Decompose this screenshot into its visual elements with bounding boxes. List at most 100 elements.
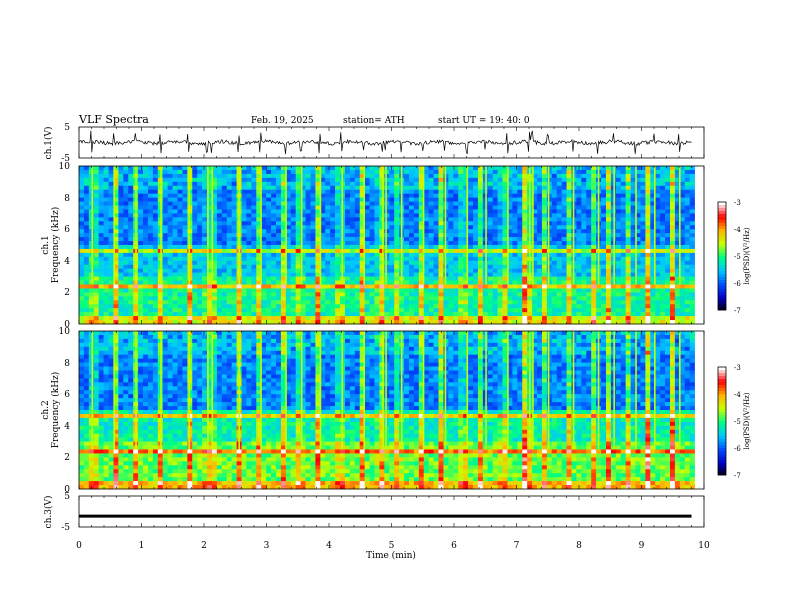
spectrogram-cell <box>428 256 434 262</box>
spectrogram-cell <box>645 268 651 273</box>
spectrogram-cell <box>532 252 538 258</box>
spectrogram-cell <box>320 276 326 281</box>
spectrogram-cell <box>522 292 528 297</box>
spectrogram-cell <box>256 304 262 309</box>
spectrogram-cell <box>108 193 114 198</box>
spectrogram-cell <box>285 264 292 269</box>
spectrogram-cell <box>492 272 498 277</box>
spectrogram-cell <box>384 237 390 242</box>
spectrogram-cell <box>423 217 429 222</box>
spectrogram-cell <box>635 245 641 250</box>
spectrogram-cell <box>566 229 572 234</box>
spectrogram-cell <box>231 193 237 198</box>
spectrogram-cell <box>216 280 223 285</box>
spectrogram-cell <box>354 166 361 171</box>
spectrogram-cell <box>192 284 198 289</box>
spectrogram-cell <box>187 300 193 305</box>
spectrogram-cell <box>216 221 223 226</box>
spectrogram-cell <box>152 304 159 309</box>
spectrogram-cell <box>556 320 562 325</box>
spectrogram-cell <box>635 300 641 305</box>
spectrogram-cell <box>147 256 154 262</box>
spectrogram-cell <box>517 205 523 210</box>
spectrogram-cell <box>187 296 193 301</box>
spectrogram-cell <box>413 217 420 222</box>
spectrogram-cell <box>502 166 508 171</box>
spectrogram-cell <box>325 312 331 317</box>
spectrogram-cell <box>226 252 232 258</box>
spectrogram-cell <box>325 193 331 198</box>
spectrogram-cell <box>103 312 109 317</box>
spectrogram-cell <box>330 221 336 226</box>
spectrogram-cell <box>374 256 380 262</box>
spectrogram-cell <box>532 181 538 187</box>
spectrogram-cell <box>103 237 109 242</box>
spectrogram-cell <box>670 264 676 269</box>
spectrogram-cell <box>207 264 213 269</box>
spectrogram-cell <box>379 264 385 269</box>
spectrogram-cell <box>650 217 656 222</box>
spectrogram-cell <box>605 189 612 194</box>
spectrogram-cell <box>679 292 686 297</box>
spectrogram-cell <box>394 264 400 269</box>
spectrogram-cell <box>197 268 203 273</box>
spectrogram-cell <box>413 312 420 317</box>
spectrogram-cell <box>635 308 641 313</box>
spectrogram-cell <box>192 272 198 277</box>
spectrogram-cell <box>246 276 252 281</box>
spectrogram-cell <box>374 272 380 277</box>
spectrogram-cell <box>123 233 129 238</box>
spectrogram-cell <box>172 233 178 238</box>
spectrogram-cell <box>679 241 686 246</box>
spectrogram-cell <box>320 169 326 175</box>
spectrogram-cell <box>433 252 439 258</box>
spectrogram-cell <box>251 300 257 305</box>
spectrogram-cell <box>404 288 410 293</box>
spectrogram-cell <box>556 213 562 218</box>
spectrogram-cell <box>640 229 646 234</box>
spectrogram-cell <box>581 217 587 222</box>
spectrogram-cell <box>364 169 370 175</box>
spectrogram-cell <box>384 221 390 226</box>
spectrogram-cell <box>143 197 149 202</box>
spectrogram-cell <box>394 185 400 190</box>
spectrogram-cell <box>408 245 415 250</box>
spectrogram-cell <box>625 193 631 198</box>
spectrogram-cell <box>128 272 134 277</box>
spectrogram-cell <box>83 292 90 297</box>
spectrogram-cell <box>413 201 420 206</box>
spectrogram-cell <box>379 308 385 313</box>
spectrogram-cell <box>108 276 114 281</box>
spectrogram-cell <box>541 217 548 222</box>
spectrogram-cell <box>650 264 656 269</box>
spectrogram-cell <box>630 185 636 190</box>
spectrogram-cell <box>98 221 104 226</box>
spectrogram-cell <box>369 276 375 281</box>
spectrogram-cell <box>290 229 296 234</box>
spectrogram-cell <box>261 193 267 198</box>
spectrogram-cell <box>251 189 257 194</box>
spectrogram-cell <box>546 173 553 179</box>
spectrogram-cell <box>285 296 292 301</box>
spectrogram-cell <box>497 197 503 202</box>
spectrogram-cell <box>428 296 434 301</box>
spectrogram-cell <box>645 181 651 187</box>
spectrogram-cell <box>418 272 425 277</box>
spectrogram-cell <box>167 197 173 202</box>
spectrogram-cell <box>256 205 262 210</box>
spectrogram-cell <box>266 245 272 250</box>
spectrogram-cell <box>138 229 144 234</box>
spectrogram-cell <box>561 312 567 317</box>
spectrogram-cell <box>192 256 198 262</box>
spectrogram-cell <box>266 209 272 214</box>
spectrogram-cell <box>423 280 429 285</box>
spectrogram-cell <box>167 320 173 325</box>
spectrogram-cell <box>167 268 173 273</box>
spectrogram-cell <box>507 272 513 277</box>
spectrogram-cell <box>591 300 597 305</box>
spectrogram-cell <box>527 284 533 289</box>
spectrogram-cell <box>413 197 420 202</box>
spectrogram-cell <box>266 288 272 293</box>
spectrogram-cell <box>290 256 296 262</box>
spectrogram-cell <box>645 173 651 179</box>
